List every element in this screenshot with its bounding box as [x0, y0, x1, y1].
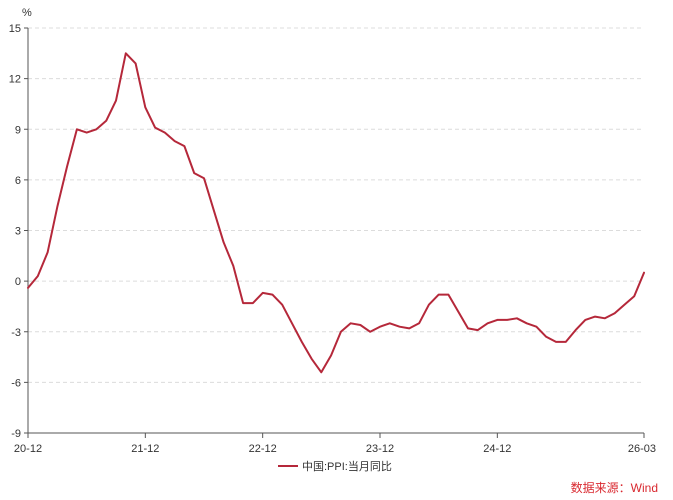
y-tick-label-1: 12	[9, 74, 21, 86]
legend: 中国:PPI:当月同比	[278, 459, 392, 473]
x-tick-label-2: 22-12	[249, 443, 277, 455]
y-tick-label-4: 3	[15, 226, 21, 238]
x-tick-label-4: 24-12	[483, 443, 511, 455]
y-tick-label-3: 6	[15, 175, 21, 187]
x-tick-label-3: 23-12	[366, 443, 394, 455]
series-line-0	[27, 52, 645, 374]
x-tick-label-1: 21-12	[131, 443, 159, 455]
y-tick-label-8: -9	[11, 428, 21, 440]
y-axis-unit-label: %	[22, 7, 32, 19]
x-tick-label-0: 20-12	[14, 443, 42, 455]
axes	[24, 27, 645, 438]
series-lines	[27, 52, 645, 374]
y-tick-label-2: 9	[15, 124, 21, 136]
y-tick-label-5: 0	[15, 276, 21, 288]
y-axis-tick-labels: 15 12 9 6 3 0 -3 -6 -9	[9, 23, 21, 440]
x-tick-label-5: 26-03	[628, 443, 656, 455]
y-tick-label-6: -3	[11, 327, 21, 339]
y-tick-label-7: -6	[11, 377, 21, 389]
x-axis-tick-labels: 20-12 21-12 22-12 23-12 24-12 26-03	[14, 443, 656, 455]
source-label: 数据来源：Wind	[571, 480, 658, 495]
legend-label: 中国:PPI:当月同比	[302, 459, 392, 473]
y-tick-label-0: 15	[9, 23, 21, 35]
